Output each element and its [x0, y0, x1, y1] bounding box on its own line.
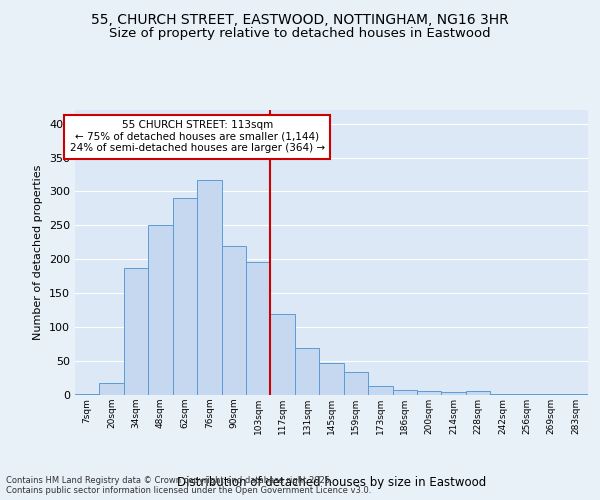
Bar: [246, 262, 271, 395]
Bar: [124, 268, 148, 395]
Bar: [344, 372, 368, 395]
Bar: [490, 394, 515, 395]
Bar: [466, 391, 490, 395]
Bar: [539, 394, 563, 395]
Bar: [392, 390, 417, 395]
Bar: [295, 348, 319, 395]
Bar: [442, 392, 466, 395]
Bar: [563, 394, 588, 395]
Bar: [368, 386, 392, 395]
X-axis label: Distribution of detached houses by size in Eastwood: Distribution of detached houses by size …: [177, 476, 486, 489]
Text: 55 CHURCH STREET: 113sqm
← 75% of detached houses are smaller (1,144)
24% of sem: 55 CHURCH STREET: 113sqm ← 75% of detach…: [70, 120, 325, 154]
Y-axis label: Number of detached properties: Number of detached properties: [34, 165, 43, 340]
Bar: [100, 384, 124, 395]
Bar: [173, 198, 197, 395]
Bar: [197, 180, 221, 395]
Bar: [319, 363, 344, 395]
Text: 55, CHURCH STREET, EASTWOOD, NOTTINGHAM, NG16 3HR: 55, CHURCH STREET, EASTWOOD, NOTTINGHAM,…: [91, 12, 509, 26]
Text: Size of property relative to detached houses in Eastwood: Size of property relative to detached ho…: [109, 28, 491, 40]
Bar: [515, 394, 539, 395]
Bar: [417, 391, 442, 395]
Text: Contains HM Land Registry data © Crown copyright and database right 2025.
Contai: Contains HM Land Registry data © Crown c…: [6, 476, 371, 495]
Bar: [221, 246, 246, 395]
Bar: [271, 314, 295, 395]
Bar: [75, 394, 100, 395]
Bar: [148, 226, 173, 395]
